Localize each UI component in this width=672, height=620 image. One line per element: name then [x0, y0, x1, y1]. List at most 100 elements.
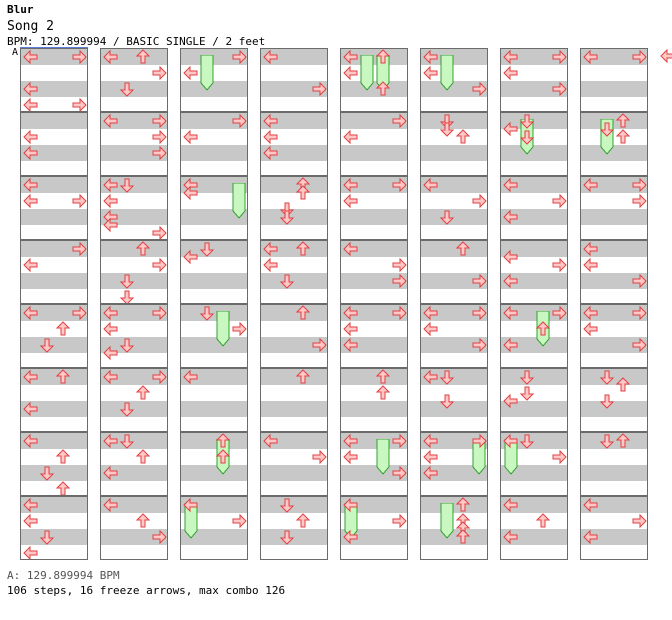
arrow-left [263, 257, 278, 273]
arrow-right [232, 49, 247, 65]
arrow-up [55, 481, 71, 495]
measure-26 [260, 112, 328, 176]
arrow-left [103, 209, 118, 225]
measure-11 [100, 176, 168, 240]
arrow-left [103, 369, 118, 385]
measure-34 [340, 112, 408, 176]
arrow-down [119, 178, 135, 193]
measure-31 [260, 432, 328, 496]
arrow-right [632, 305, 647, 321]
bpm-marker-line [20, 47, 88, 48]
arrow-left [103, 113, 118, 129]
arrow-down [279, 530, 295, 545]
arrow-left [343, 321, 358, 337]
arrow-down [39, 338, 55, 353]
arrow-up [535, 321, 551, 336]
arrow-down [519, 130, 535, 145]
measure-57 [580, 48, 648, 112]
arrow-left [183, 369, 198, 385]
measure-63 [580, 432, 648, 496]
song-title: Song 2 [7, 19, 54, 34]
arrow-left [23, 369, 38, 385]
freeze-arrow-down [440, 55, 454, 91]
freeze-arrow-down [360, 55, 374, 91]
arrow-left [23, 401, 38, 417]
measure-45 [420, 304, 488, 368]
arrow-left [583, 497, 598, 513]
arrow-right [392, 257, 407, 273]
arrow-left [503, 529, 518, 545]
arrow-right [632, 337, 647, 353]
measure-62 [580, 368, 648, 432]
freeze-arrow-down [200, 55, 214, 91]
arrow-down [599, 394, 615, 409]
arrow-left [23, 193, 38, 209]
arrow-right [392, 433, 407, 449]
arrow-left [503, 433, 518, 449]
chart-info: BPM: 129.899994 / BASIC SINGLE / 2 feet [7, 35, 266, 48]
arrow-left [423, 305, 438, 321]
arrow-left [263, 145, 278, 161]
measure-59 [580, 176, 648, 240]
arrow-left [103, 465, 118, 481]
measure-48 [420, 496, 488, 560]
arrow-up [295, 305, 311, 320]
measure-17 [180, 48, 248, 112]
song-artist: Blur [7, 3, 34, 16]
arrow-right [632, 193, 647, 209]
arrow-left [423, 177, 438, 193]
arrow-right [152, 529, 167, 545]
arrow-left [23, 305, 38, 321]
arrow-right [472, 337, 487, 353]
arrow-right [152, 305, 167, 321]
arrow-down [519, 386, 535, 401]
arrow-right [392, 177, 407, 193]
arrow-right [472, 81, 487, 97]
arrow-left [423, 433, 438, 449]
arrow-left [343, 433, 358, 449]
arrow-up [455, 129, 471, 144]
arrow-left [423, 449, 438, 465]
measure-15 [100, 432, 168, 496]
arrow-left [423, 65, 438, 81]
arrow-up [455, 241, 471, 256]
arrow-left-edge [660, 48, 672, 64]
arrow-left [183, 185, 198, 201]
arrow-up [615, 113, 631, 128]
measure-56 [500, 496, 568, 560]
arrow-left [23, 145, 38, 161]
measure-19 [180, 176, 248, 240]
arrow-up [135, 449, 151, 464]
arrow-left [103, 177, 118, 193]
arrow-right [632, 273, 647, 289]
arrow-up [535, 513, 551, 528]
measure-36 [340, 240, 408, 304]
arrow-right [392, 513, 407, 529]
measure-14 [100, 368, 168, 432]
arrow-up [455, 497, 471, 512]
measure-37 [340, 304, 408, 368]
arrow-right [472, 433, 487, 449]
arrow-right [392, 465, 407, 481]
arrow-down [39, 466, 55, 481]
arrow-down [199, 306, 215, 321]
arrow-right [552, 449, 567, 465]
arrow-right [472, 305, 487, 321]
arrow-left [503, 177, 518, 193]
measure-50 [500, 112, 568, 176]
arrow-up [55, 369, 71, 384]
footer-bpm: A: 129.899994 BPM [7, 569, 120, 582]
arrow-left [343, 129, 358, 145]
measure-22 [180, 368, 248, 432]
measure-7 [20, 432, 88, 496]
arrow-right [632, 513, 647, 529]
arrow-left [23, 513, 38, 529]
arrow-right [392, 305, 407, 321]
arrow-up [55, 321, 71, 336]
arrow-down [519, 114, 535, 129]
measure-29 [260, 304, 328, 368]
arrow-right [632, 49, 647, 65]
measure-30 [260, 368, 328, 432]
arrow-left [263, 49, 278, 65]
